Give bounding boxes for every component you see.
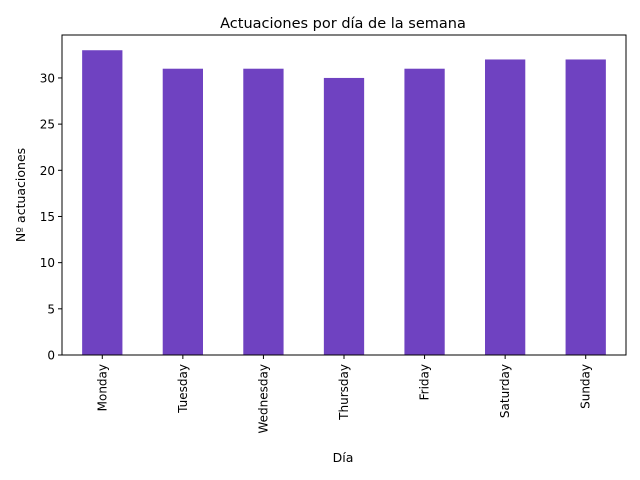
y-tick-label: 10 <box>40 256 55 270</box>
bar-friday <box>404 68 445 356</box>
y-tick-label: 25 <box>40 118 55 132</box>
y-axis: 0 5 10 15 20 25 30 <box>40 71 62 363</box>
bar-saturday <box>485 59 526 356</box>
bar-sunday <box>565 59 606 356</box>
bar-thursday <box>323 77 365 355</box>
bar-tuesday <box>162 68 203 356</box>
x-tick-label: Monday <box>95 364 109 411</box>
bar-monday <box>82 50 123 355</box>
x-tick-label: Tuesday <box>176 364 190 414</box>
y-tick-label: 5 <box>47 302 55 316</box>
y-tick-label: 30 <box>40 71 55 85</box>
y-tick-label: 20 <box>40 164 55 178</box>
y-axis-label: Nº actuaciones <box>13 148 28 242</box>
y-tick-label: 15 <box>40 210 55 224</box>
y-tick-label: 0 <box>47 349 55 363</box>
x-tick-label: Sunday <box>579 364 593 409</box>
x-tick-label: Thursday <box>337 364 351 421</box>
x-tick-label: Wednesday <box>256 364 270 433</box>
x-tick-label: Saturday <box>498 364 512 418</box>
x-axis-label: Día <box>333 450 354 465</box>
bars-group <box>82 50 606 356</box>
x-tick-label: Friday <box>418 364 432 400</box>
bar-wednesday <box>243 68 284 356</box>
chart-title: Actuaciones por día de la semana <box>220 16 466 32</box>
x-axis: Monday Tuesday Wednesday Thursday Friday Satu… <box>95 355 593 433</box>
